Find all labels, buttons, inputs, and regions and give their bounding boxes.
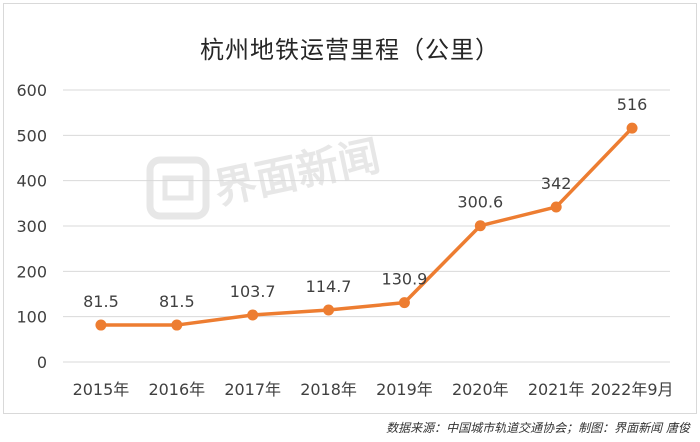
x-tick-label: 2019年 [376, 380, 433, 399]
data-point [398, 297, 410, 309]
data-point [95, 319, 107, 331]
x-tick-label: 2015年 [73, 380, 130, 399]
data-label: 114.7 [306, 277, 352, 296]
y-tick-label: 400 [16, 172, 47, 191]
y-tick-label: 300 [16, 217, 47, 236]
chart-title: 杭州地铁运营里程（公里） [200, 36, 500, 64]
x-tick-label: 2016年 [148, 380, 205, 399]
data-point [323, 304, 335, 316]
data-label: 300.6 [457, 193, 503, 212]
y-tick-label: 0 [37, 353, 47, 372]
data-point [626, 122, 638, 134]
series-line [100, 126, 634, 327]
x-tick-label: 2017年 [224, 380, 281, 399]
x-tick-label: 2022年9月 [591, 380, 674, 399]
data-label: 342 [541, 174, 572, 193]
y-tick-label: 200 [16, 262, 47, 281]
data-label: 130.9 [382, 270, 428, 289]
data-label: 103.7 [230, 282, 276, 301]
y-tick-label: 500 [16, 126, 47, 145]
data-point [550, 201, 562, 213]
data-label: 516 [617, 95, 648, 114]
data-point [171, 319, 183, 331]
y-tick-label: 600 [16, 81, 47, 100]
y-tick-label: 100 [16, 308, 47, 327]
chart-frame [3, 3, 697, 414]
x-tick-label: 2021年 [528, 380, 585, 399]
data-label: 81.5 [83, 292, 119, 311]
watermark-text: 界面新闻 [210, 131, 385, 214]
watermark-logo: 界面新闻 [146, 131, 385, 220]
data-label: 81.5 [159, 292, 195, 311]
x-tick-label: 2020年 [452, 380, 509, 399]
x-tick-label: 2018年 [300, 380, 357, 399]
data-point [247, 309, 259, 321]
source-credit: 数据来源：中国城市轨道交通协会；制图：界面新闻 唐俊 [386, 421, 690, 435]
data-point [474, 220, 486, 232]
